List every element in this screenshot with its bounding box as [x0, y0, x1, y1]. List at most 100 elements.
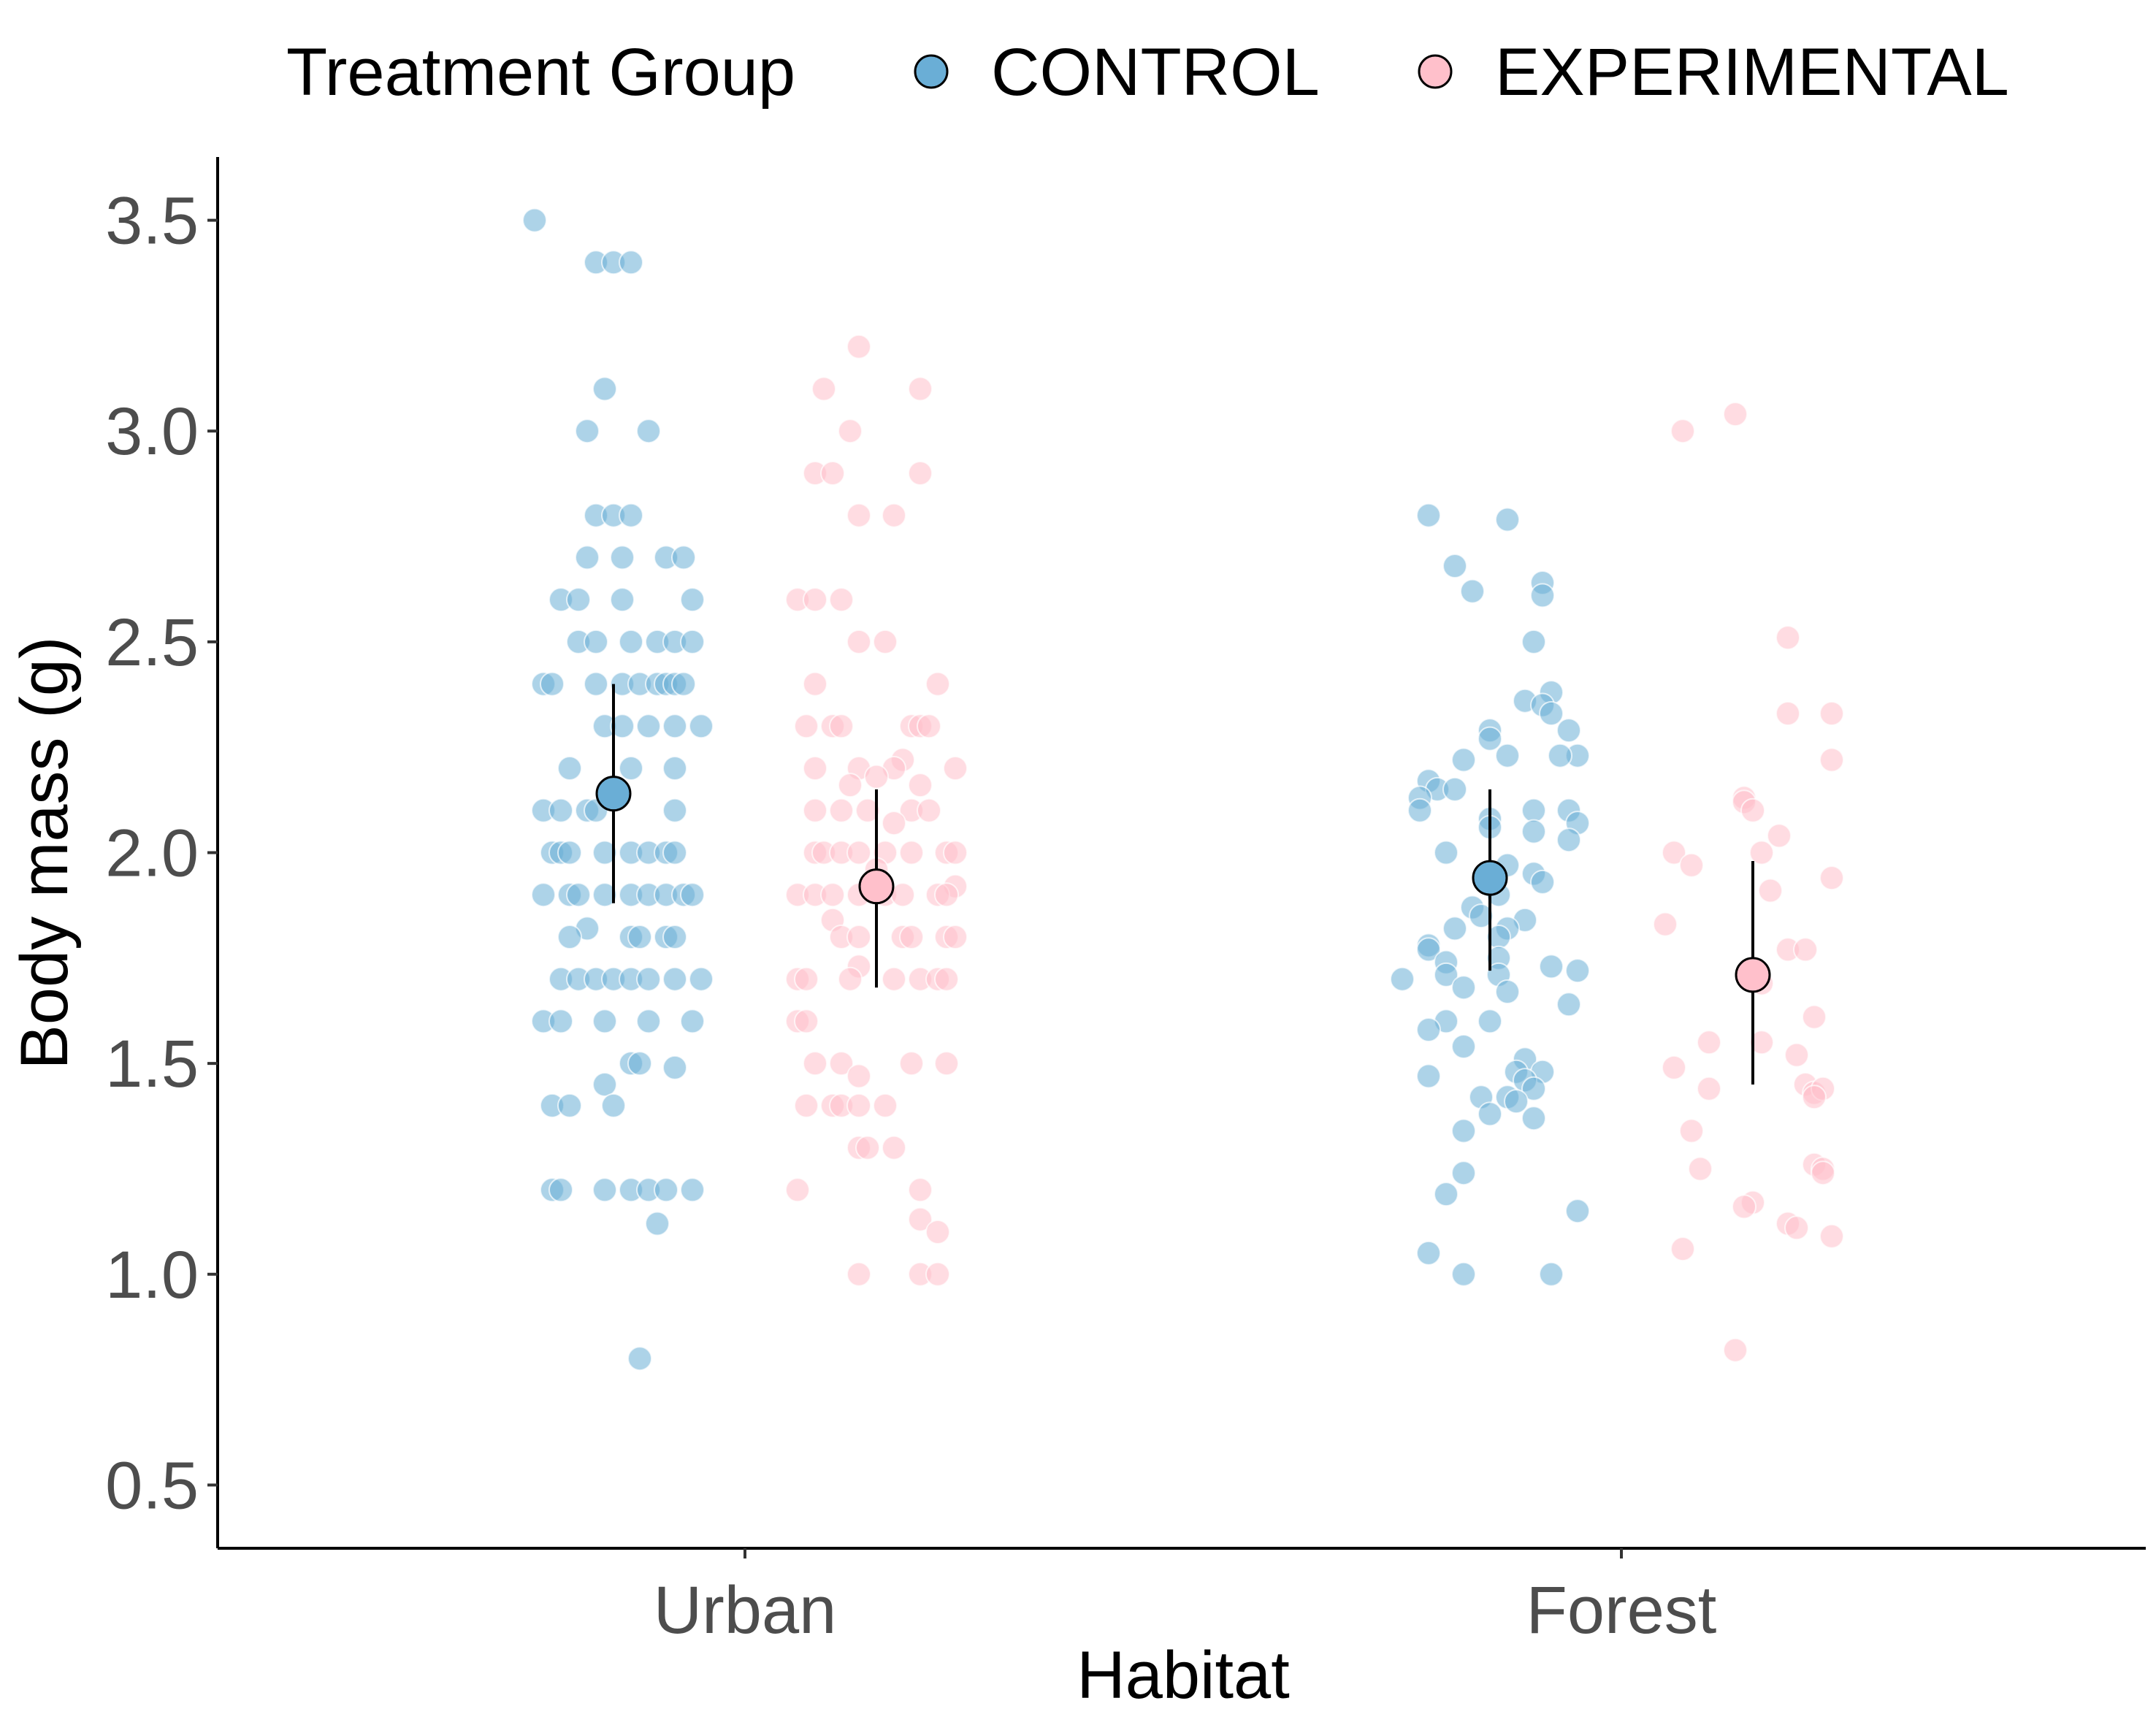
- x-ticks: Urban Forest: [654, 1548, 1716, 1648]
- data-point-control-urban: [627, 1346, 652, 1372]
- data-point-control-urban: [601, 1093, 626, 1118]
- data-point-control-urban: [689, 966, 714, 992]
- data-point-control-forest: [1451, 975, 1476, 1001]
- data-point-control-forest: [1460, 578, 1485, 604]
- data-point-experimental-forest: [1784, 1042, 1809, 1068]
- data-point-control-urban: [662, 798, 687, 823]
- data-point-control-forest: [1390, 966, 1415, 992]
- data-point-experimental-forest: [1679, 852, 1704, 878]
- data-point-experimental-urban: [803, 798, 827, 823]
- data-point-control-forest: [1539, 1261, 1564, 1287]
- data-point-experimental-urban: [846, 502, 871, 528]
- data-point-control-urban: [627, 1051, 652, 1076]
- data-point-experimental-urban: [820, 882, 845, 908]
- data-point-control-urban: [531, 882, 556, 908]
- data-point-control-forest: [1416, 1017, 1441, 1042]
- data-point-experimental-forest: [1793, 937, 1818, 963]
- data-point-experimental-urban: [838, 418, 863, 444]
- legend-label-experimental: EXPERIMENTAL: [1495, 35, 2009, 110]
- data-point-control-urban: [557, 756, 582, 781]
- data-point-experimental-urban: [794, 1009, 819, 1034]
- data-point-control-forest: [1521, 1106, 1546, 1131]
- data-point-experimental-forest: [1662, 1055, 1686, 1080]
- data-point-experimental-urban: [838, 966, 863, 992]
- data-point-control-forest: [1407, 798, 1432, 823]
- data-point-control-urban: [636, 714, 661, 739]
- legend-marker-experimental: [1418, 54, 1453, 89]
- data-point-control-urban: [680, 587, 705, 613]
- data-point-experimental-urban: [846, 1261, 871, 1287]
- data-point-experimental-forest: [1819, 701, 1844, 726]
- data-point-experimental-forest: [1723, 1337, 1748, 1363]
- data-point-control-forest: [1416, 1063, 1441, 1089]
- data-point-experimental-urban: [829, 1051, 854, 1076]
- data-point-control-forest: [1556, 718, 1581, 743]
- data-point-control-forest: [1434, 962, 1459, 987]
- data-point-control-forest: [1451, 1034, 1476, 1059]
- data-point-control-forest: [1504, 1089, 1529, 1114]
- data-point-experimental-urban: [908, 461, 933, 486]
- data-point-experimental-urban: [882, 1135, 906, 1160]
- data-point-control-urban: [592, 1177, 617, 1203]
- data-point-control-urban: [662, 840, 687, 865]
- data-point-experimental-urban: [803, 756, 827, 781]
- y-tick-label: 3.5: [105, 184, 199, 259]
- mean-point-control-urban: [595, 776, 632, 812]
- data-point-control-urban: [689, 714, 714, 739]
- data-point-experimental-urban: [803, 1051, 827, 1076]
- data-point-control-urban: [671, 545, 696, 570]
- legend-title: Treatment Group: [286, 35, 795, 110]
- legend: Treatment Group CONTROL EXPERIMENTAL: [286, 35, 2009, 110]
- data-point-control-urban: [662, 714, 687, 739]
- data-point-control-forest: [1478, 726, 1502, 751]
- data-point-experimental-forest: [1662, 840, 1686, 865]
- data-point-experimental-urban: [829, 587, 854, 613]
- y-ticks: 0.5 1.0 1.5 2.0 2.5 3.0 3.5: [105, 184, 218, 1523]
- data-point-experimental-urban: [908, 1177, 933, 1203]
- data-point-control-forest: [1442, 776, 1467, 802]
- data-point-control-urban: [557, 840, 582, 865]
- axes: [216, 157, 2146, 1550]
- data-point-experimental-urban: [794, 966, 819, 992]
- data-point-control-forest: [1451, 747, 1476, 773]
- data-point-control-urban: [662, 966, 687, 992]
- data-point-experimental-urban: [943, 840, 968, 865]
- data-point-experimental-urban: [846, 334, 871, 359]
- data-point-control-forest: [1495, 743, 1520, 768]
- data-point-control-urban: [680, 1009, 705, 1034]
- data-point-experimental-forest: [1784, 1215, 1809, 1241]
- data-point-control-forest: [1530, 583, 1555, 608]
- y-tick-label: 1.0: [105, 1238, 199, 1312]
- data-point-control-urban: [592, 882, 617, 908]
- data-point-experimental-forest: [1688, 1156, 1713, 1182]
- data-point-experimental-urban: [925, 1261, 950, 1287]
- data-point-experimental-urban: [908, 376, 933, 402]
- data-point-control-forest: [1451, 1160, 1476, 1186]
- data-point-experimental-urban: [882, 966, 906, 992]
- data-point-control-urban: [557, 925, 582, 949]
- data-point-control-urban: [584, 629, 608, 654]
- data-point-experimental-forest: [1819, 747, 1844, 773]
- data-point-experimental-forest: [1775, 625, 1800, 651]
- data-point-control-forest: [1478, 1101, 1502, 1127]
- data-point-experimental-urban: [882, 811, 906, 836]
- data-point-experimental-urban: [917, 798, 941, 823]
- data-point-control-urban: [575, 545, 600, 570]
- data-point-experimental-urban: [899, 840, 924, 865]
- data-point-experimental-forest: [1670, 1236, 1695, 1262]
- data-point-control-urban: [548, 798, 573, 823]
- data-point-control-urban: [671, 671, 696, 697]
- data-point-control-forest: [1416, 502, 1441, 528]
- data-point-control-forest: [1442, 554, 1467, 578]
- data-point-control-urban: [627, 925, 652, 949]
- data-point-experimental-forest: [1767, 823, 1792, 849]
- x-tick-label-urban: Urban: [654, 1573, 837, 1648]
- data-point-experimental-urban: [846, 840, 871, 865]
- legend-marker-control: [914, 54, 949, 89]
- data-point-experimental-urban: [934, 1051, 959, 1076]
- data-point-experimental-forest: [1670, 418, 1695, 444]
- data-point-control-forest: [1495, 979, 1520, 1004]
- data-point-experimental-urban: [803, 671, 827, 697]
- data-point-control-urban: [680, 882, 705, 908]
